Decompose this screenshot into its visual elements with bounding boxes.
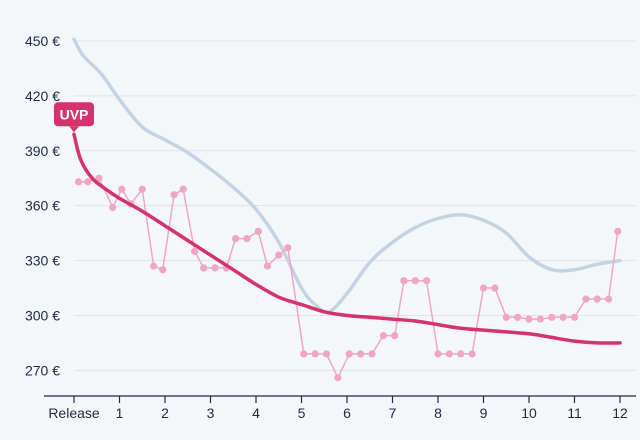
daily-price-point: [479, 284, 488, 292]
uvp-badge: [54, 102, 94, 127]
daily-price-point: [150, 262, 158, 270]
daily-price-point: [423, 277, 431, 285]
x-tick-label: 3: [207, 405, 215, 421]
y-tick-label: 300 €: [25, 307, 60, 323]
daily-price-point: [357, 350, 365, 358]
daily-price-point: [179, 185, 187, 193]
daily-price-point: [300, 350, 308, 358]
trend-line: [72, 37, 622, 314]
daily-price-point: [593, 295, 601, 303]
x-tick-label: 5: [298, 405, 306, 421]
uvp-badge-pointer: [69, 126, 79, 133]
y-tick-label: 420 €: [25, 88, 60, 104]
daily-price-point: [311, 350, 319, 358]
daily-price-point: [570, 313, 579, 321]
y-tick-label: 360 €: [25, 198, 60, 214]
average-price-line: [72, 132, 622, 345]
daily-price-point: [502, 313, 510, 321]
daily-price-point: [118, 185, 126, 193]
daily-price-series: [74, 174, 622, 382]
daily-price-point: [491, 284, 499, 292]
daily-price-point: [411, 277, 419, 285]
trend-series: [72, 37, 622, 314]
daily-price-point: [445, 350, 453, 358]
y-tick-label: 270 €: [25, 362, 60, 378]
daily-price-point: [368, 350, 376, 358]
daily-price-point: [84, 178, 92, 186]
daily-price-point: [468, 350, 476, 358]
x-tick-label: 7: [389, 405, 397, 421]
daily-price-line: [78, 177, 619, 379]
daily-price-point: [400, 277, 408, 285]
x-tick-label: 9: [480, 405, 488, 421]
daily-price-point: [559, 313, 567, 321]
daily-price-point: [536, 315, 544, 323]
daily-price-point: [109, 203, 117, 212]
x-tick-label: 6: [343, 405, 351, 421]
daily-price-point: [514, 313, 522, 321]
daily-price-point: [548, 313, 556, 321]
daily-price-point: [170, 191, 178, 199]
y-tick-label: 390 €: [25, 143, 60, 159]
daily-price-point: [284, 244, 292, 252]
daily-price-point: [322, 350, 331, 358]
daily-price-point: [231, 235, 240, 243]
daily-price-point: [605, 295, 613, 303]
daily-price-point: [614, 227, 622, 235]
daily-price-point: [254, 227, 262, 235]
daily-price-point: [200, 264, 208, 272]
x-tick-label: 1: [116, 405, 124, 421]
daily-price-point: [74, 178, 83, 186]
daily-price-point: [95, 174, 103, 182]
y-tick-label: 450 €: [25, 33, 60, 49]
daily-price-point: [211, 264, 219, 272]
daily-price-point: [434, 350, 442, 358]
daily-price-point: [391, 332, 399, 340]
uvp-label: UVP: [60, 106, 89, 122]
x-tick-label: 2: [161, 405, 169, 421]
daily-price-point: [582, 295, 590, 303]
daily-price-point: [159, 266, 167, 274]
x-tick-label: 12: [612, 405, 628, 421]
daily-price-point: [138, 185, 146, 193]
uvp-annotation: UVP: [54, 102, 94, 133]
daily-price-point: [379, 332, 387, 340]
x-tick-label: 11: [567, 405, 582, 421]
x-tick-label: 8: [434, 405, 442, 421]
x-axis: Release 1 2 3 4 5 6 7 8 9 10 11 12: [44, 395, 636, 421]
x-tick-label: Release: [48, 405, 100, 421]
daily-price-point: [334, 374, 342, 382]
daily-price-point: [263, 262, 271, 270]
x-tick-label: 10: [521, 405, 537, 421]
daily-price-point: [243, 235, 251, 243]
daily-price-point: [190, 247, 199, 256]
daily-price-point: [275, 251, 283, 259]
daily-price-point: [525, 315, 533, 323]
grid-lines: [74, 40, 636, 371]
daily-price-point: [345, 350, 353, 358]
x-tick-label: 4: [252, 405, 260, 421]
y-axis-labels: 270 € 300 € 330 € 360 € 390 € 420 € 450 €: [25, 33, 60, 378]
daily-price-point: [457, 350, 465, 358]
y-tick-label: 330 €: [25, 253, 60, 269]
average-price-series: [72, 132, 622, 345]
